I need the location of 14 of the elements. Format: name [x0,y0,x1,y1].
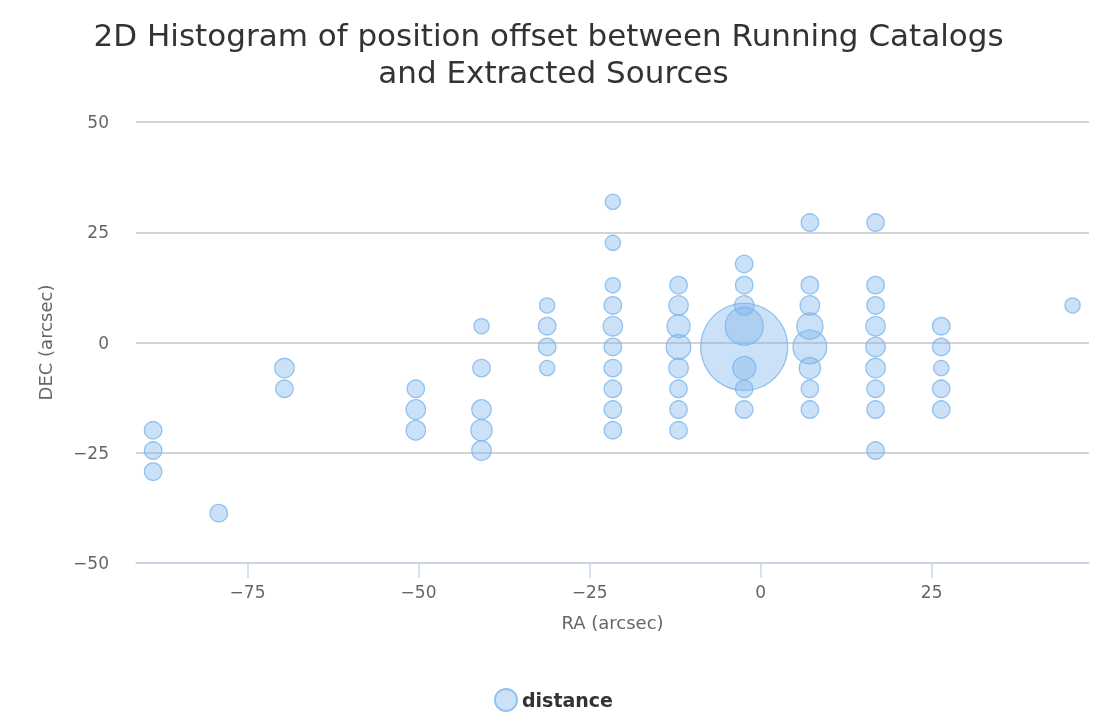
y-axis-title: DEC (arcsec) [34,284,56,401]
x-tick-label: 0 [755,581,767,602]
y-tick-label: 25 [87,222,109,243]
x-tick-label: −75 [229,581,266,602]
legend-label: distance [522,689,614,711]
y-tick-label: 50 [87,112,109,132]
y-tick-label: −50 [73,553,109,573]
chart-title: 2D Histogram of position offset between Running Catalogs and Extracted Sources [93,16,1014,90]
x-tick-label: 25 [920,581,943,602]
y-tick-label: −25 [73,442,109,463]
x-tick-label: −50 [400,581,437,602]
x-tick-label: −25 [571,581,608,602]
y-tick-label: 0 [98,332,109,353]
x-axis-title: RA (arcsec) [561,611,664,633]
